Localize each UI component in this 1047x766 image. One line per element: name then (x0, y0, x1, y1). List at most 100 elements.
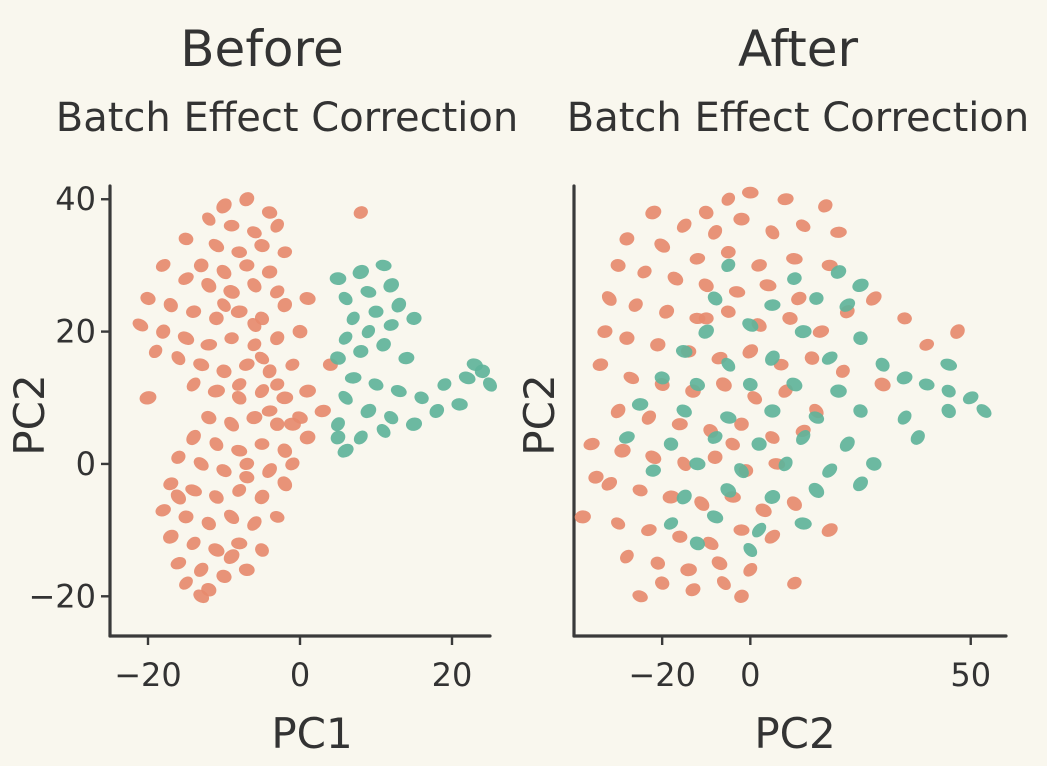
data-point (796, 430, 811, 445)
data-point (619, 232, 635, 246)
data-point (261, 405, 278, 417)
data-point (352, 264, 369, 280)
data-point (764, 529, 781, 544)
data-point (716, 576, 731, 591)
data-point (232, 483, 247, 497)
data-point (941, 403, 956, 419)
data-point (743, 563, 758, 577)
data-point (650, 556, 666, 570)
series-1 (329, 259, 497, 458)
data-point (231, 444, 248, 457)
data-point (216, 464, 232, 478)
data-point (786, 496, 802, 511)
data-point (611, 517, 626, 530)
data-point (641, 410, 657, 425)
data-point (383, 278, 399, 293)
data-point (787, 576, 802, 590)
data-point (353, 430, 368, 445)
data-point (676, 489, 692, 505)
data-point (601, 291, 617, 306)
data-point (338, 291, 353, 306)
data-point (645, 205, 662, 220)
data-point (765, 225, 780, 240)
data-point (239, 259, 255, 272)
data-point (632, 590, 648, 603)
data-point (720, 483, 737, 498)
chart-before: Before Batch Effect Correction −20 0 20−20… (5, 20, 518, 758)
data-point (171, 450, 186, 464)
data-point (346, 311, 360, 326)
data-point (698, 278, 714, 293)
data-point (216, 364, 232, 379)
data-point (270, 285, 285, 299)
data-point (361, 324, 376, 339)
data-point (451, 398, 468, 411)
data-point (794, 325, 812, 339)
data-point (261, 206, 278, 219)
data-point (209, 437, 224, 451)
data-point (223, 219, 240, 232)
x-tick-label: 50 (950, 656, 991, 694)
data-point (360, 286, 377, 298)
data-point (764, 490, 781, 504)
data-point (270, 417, 285, 431)
chart-after-xlabel: PC2 (754, 709, 835, 758)
data-point (786, 253, 803, 265)
y-tick-label: 40 (55, 180, 96, 218)
data-point (246, 411, 263, 425)
data-point (338, 331, 353, 345)
data-point (276, 391, 294, 405)
data-point (645, 450, 662, 465)
data-point (791, 291, 807, 306)
y-tick-label: −20 (28, 577, 96, 615)
data-point (262, 364, 277, 379)
data-point (896, 371, 913, 385)
data-point (177, 331, 195, 346)
data-point (391, 297, 407, 313)
data-point (368, 305, 384, 318)
data-point (645, 464, 661, 477)
data-point (224, 416, 240, 432)
chart-after-ylabel: PC2 (515, 374, 564, 455)
data-point (764, 404, 781, 418)
chart-before-xlabel: PC1 (271, 709, 352, 758)
data-point (224, 332, 239, 345)
data-point (178, 232, 194, 246)
data-point (897, 312, 912, 325)
data-point (588, 470, 604, 484)
data-point (330, 430, 346, 445)
data-point (201, 410, 217, 425)
data-point (376, 423, 391, 438)
data-point (728, 286, 746, 298)
data-point (671, 418, 688, 431)
data-point (778, 456, 793, 472)
x-tick-label: 20 (432, 656, 473, 694)
data-point (708, 225, 723, 240)
data-point (193, 589, 210, 604)
data-point (677, 456, 692, 472)
data-point (193, 258, 209, 273)
data-point (734, 417, 749, 431)
chart-after: After Batch Effect Correction −20 0 50 PC2… (515, 20, 1029, 758)
x-tick-label: 0 (290, 656, 310, 694)
data-point (631, 398, 649, 411)
data-point (239, 471, 255, 484)
data-point (285, 358, 300, 371)
data-point (782, 311, 798, 325)
data-point (698, 312, 714, 325)
data-point (583, 437, 600, 451)
data-point (812, 325, 830, 338)
data-point (270, 331, 285, 346)
data-point (765, 431, 780, 444)
data-point (707, 431, 723, 444)
data-point (239, 192, 255, 207)
data-point (759, 279, 777, 292)
data-point (299, 384, 316, 398)
data-point (216, 264, 232, 280)
data-point (795, 219, 811, 232)
data-point (437, 378, 452, 391)
data-point (139, 391, 157, 405)
data-point (186, 429, 201, 446)
data-point (733, 212, 750, 226)
data-point (702, 536, 719, 551)
